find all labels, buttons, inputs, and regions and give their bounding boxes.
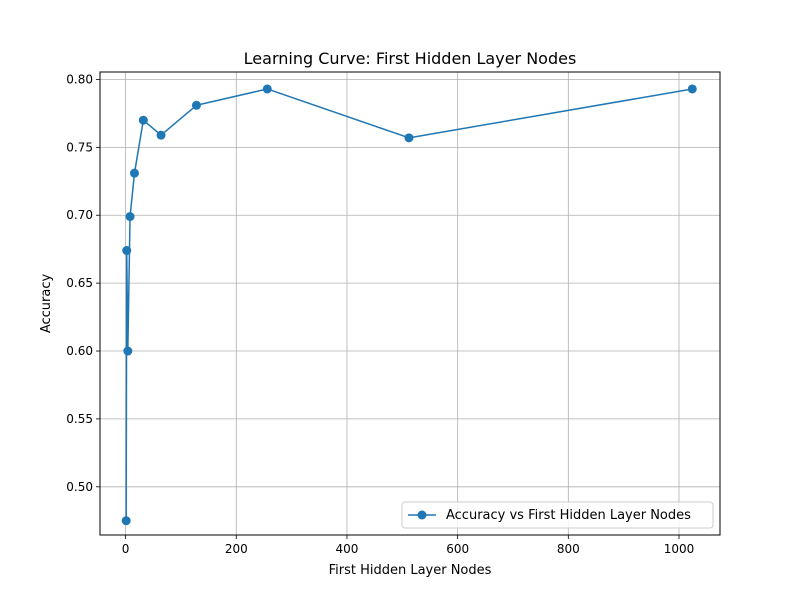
data-point [191, 100, 201, 110]
x-axis-label: First Hidden Layer Nodes [329, 563, 492, 578]
y-tick-label: 0.70 [66, 208, 93, 222]
plot-area [100, 72, 720, 535]
plot-frame [99, 71, 721, 536]
x-tick-label: 1000 [664, 542, 695, 556]
data-point [404, 133, 414, 143]
data-point [262, 84, 272, 94]
data-point [122, 246, 132, 256]
data-point [123, 346, 133, 356]
y-axis-label: Accuracy [39, 274, 54, 334]
data-point [156, 130, 166, 140]
y-tick-label: 0.60 [66, 344, 93, 358]
legend-box [401, 501, 714, 529]
grid [100, 72, 720, 535]
chart-title: Learning Curve: First Hidden Layer Nodes [244, 49, 577, 68]
x-tick-label: 600 [446, 542, 469, 556]
legend-label: Accuracy vs First Hidden Layer Nodes [446, 508, 691, 523]
x-tick-label: 400 [336, 542, 359, 556]
y-tick-label: 0.75 [66, 140, 93, 154]
y-tick-label: 0.65 [66, 276, 93, 290]
series-layer [121, 84, 697, 526]
data-point [138, 115, 148, 125]
data-point [121, 516, 131, 526]
x-tick-label: 200 [225, 542, 248, 556]
data-point [687, 84, 697, 94]
x-tick-label: 800 [557, 542, 580, 556]
y-axis-ticks: 0.50 0.55 0.60 0.65 0.70 0.75 0.80 [66, 72, 100, 494]
legend-marker-swatch [417, 510, 427, 520]
y-tick-label: 0.80 [66, 72, 93, 86]
x-axis-ticks: 0 200 400 600 800 1000 [122, 535, 694, 556]
y-tick-label: 0.50 [66, 480, 93, 494]
legend: Accuracy vs First Hidden Layer Nodes [401, 501, 714, 529]
y-tick-label: 0.55 [66, 412, 93, 426]
x-tick-label: 0 [122, 542, 130, 556]
data-point [125, 212, 135, 222]
data-point [129, 168, 139, 178]
